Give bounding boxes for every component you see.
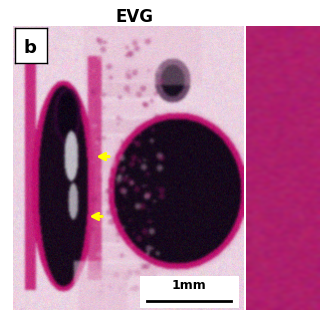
Text: EVG: EVG — [116, 8, 153, 26]
